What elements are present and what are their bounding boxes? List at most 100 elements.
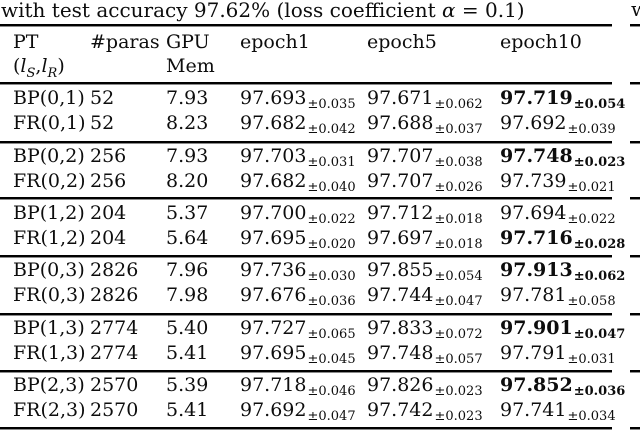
cell-e5: 97.688±0.037: [367, 111, 483, 138]
cell-e10: 97.719±0.054: [500, 86, 625, 113]
cell-e10: 97.692±0.039: [500, 111, 616, 138]
stddev-subscript: ±0.020: [307, 237, 356, 252]
table-group-rule: [0, 255, 612, 258]
table-row: BP(1,2) 204 5.37 97.700±0.022 97.712±0.018 97…: [0, 201, 640, 227]
caption-text-tail: = 0.1): [455, 0, 525, 22]
cell-e5: 97.826±0.023: [367, 373, 483, 400]
accuracy-value: 97.736: [240, 259, 307, 281]
l: l: [20, 55, 27, 77]
cell-gpu-mem: 5.64: [166, 227, 209, 249]
accuracy-value: 97.781: [500, 284, 567, 306]
adjacent-column-rule-stub: [630, 370, 640, 373]
stddev-subscript: ±0.062: [573, 269, 626, 284]
stddev-subscript: ±0.057: [434, 352, 483, 367]
table-caption: with test accuracy 97.62% (loss coeffici…: [1, 0, 525, 22]
accuracy-value: 97.852: [500, 374, 573, 396]
accuracy-value: 97.826: [367, 374, 434, 396]
cell-e10: 97.852±0.036: [500, 373, 625, 400]
stddev-subscript: ±0.022: [567, 212, 616, 227]
cell-e10: 97.901±0.047: [500, 316, 625, 343]
adjacent-column-text-fragment: w: [631, 0, 640, 17]
cell-e1: 97.718±0.046: [240, 373, 356, 400]
cell-gpu-mem: 8.20: [166, 170, 209, 192]
stddev-subscript: ±0.047: [573, 327, 626, 342]
cell-e10: 97.694±0.022: [500, 201, 616, 228]
cell-pt: FR(0,3): [13, 284, 86, 306]
table-row: FR(1,3) 2774 5.41 97.695±0.045 97.748±0.057 9…: [0, 341, 640, 367]
cell-paras: 52: [90, 87, 115, 109]
cell-gpu-mem: 5.41: [166, 342, 209, 364]
accuracy-value: 97.694: [500, 202, 567, 224]
accuracy-value: 97.707: [367, 145, 434, 167]
cell-e1: 97.736±0.030: [240, 258, 356, 285]
cell-e1: 97.695±0.020: [240, 226, 356, 253]
stddev-subscript: ±0.026: [434, 180, 483, 195]
accuracy-value: 97.901: [500, 317, 573, 339]
adjacent-column-rule-stub: [630, 141, 640, 144]
caption-text: with test accuracy 97.62% (loss coeffici…: [1, 0, 443, 22]
stddev-subscript: ±0.034: [567, 409, 616, 424]
table-top-rule: [0, 24, 612, 27]
stddev-subscript: ±0.018: [434, 212, 483, 227]
accuracy-value: 97.744: [367, 284, 434, 306]
stddev-subscript: ±0.023: [434, 384, 483, 399]
stddev-subscript: ±0.058: [567, 294, 616, 309]
stddev-subscript: ±0.036: [573, 384, 626, 399]
stddev-subscript: ±0.039: [567, 122, 616, 137]
table-group-rule: [0, 141, 612, 144]
cell-paras: 2570: [90, 399, 139, 421]
cell-paras: 2570: [90, 374, 139, 396]
stddev-subscript: ±0.040: [307, 180, 356, 195]
cell-pt: BP(1,3): [13, 317, 85, 339]
cell-e10: 97.741±0.034: [500, 398, 616, 425]
accuracy-value: 97.707: [367, 170, 434, 192]
table-row: FR(0,2) 256 8.20 97.682±0.040 97.707±0.026 97…: [0, 169, 640, 195]
header-ls-lr: (lS,lR): [13, 54, 65, 80]
cell-gpu-mem: 7.98: [166, 284, 209, 306]
accuracy-value: 97.748: [367, 342, 434, 364]
stddev-subscript: ±0.030: [307, 269, 356, 284]
l-r: lR: [41, 55, 57, 80]
cell-e5: 97.707±0.038: [367, 144, 483, 171]
accuracy-value: 97.688: [367, 112, 434, 134]
table-bottom-rule: [0, 427, 612, 430]
stddev-subscript: ±0.037: [434, 122, 483, 137]
accuracy-value: 97.741: [500, 399, 567, 421]
accuracy-value: 97.671: [367, 87, 434, 109]
table-row: FR(0,1) 52 8.23 97.682±0.042 97.688±0.037 97.…: [0, 111, 640, 137]
stddev-subscript: ±0.022: [307, 212, 356, 227]
adjacent-column-rule-stub: [630, 197, 640, 200]
cell-e1: 97.693±0.035: [240, 86, 356, 113]
alpha-symbol: α: [442, 0, 456, 22]
stddev-subscript: ±0.047: [307, 409, 356, 424]
stddev-subscript: ±0.031: [567, 352, 616, 367]
accuracy-value: 97.692: [240, 399, 307, 421]
cell-gpu-mem: 5.41: [166, 399, 209, 421]
accuracy-value: 97.791: [500, 342, 567, 364]
stddev-subscript: ±0.046: [307, 384, 356, 399]
stddev-subscript: ±0.042: [307, 122, 356, 137]
cell-e1: 97.676±0.036: [240, 283, 356, 310]
cell-e10: 97.913±0.062: [500, 258, 625, 285]
cell-paras: 2826: [90, 284, 139, 306]
cell-pt: FR(0,1): [13, 112, 86, 134]
adjacent-column-rule-stub: [630, 82, 640, 85]
table-row: BP(0,2) 256 7.93 97.703±0.031 97.707±0.038 97…: [0, 144, 640, 170]
cell-pt: BP(0,2): [13, 145, 85, 167]
adjacent-column-rule-stub: [630, 313, 640, 316]
table-row: FR(0,3) 2826 7.98 97.676±0.036 97.744±0.047 9…: [0, 283, 640, 309]
table-row: BP(0,1) 52 7.93 97.693±0.035 97.671±0.062 97.…: [0, 86, 640, 112]
accuracy-value: 97.692: [500, 112, 567, 134]
stddev-subscript: ±0.054: [434, 269, 483, 284]
cell-pt: BP(2,3): [13, 374, 85, 396]
adjacent-column-rule-stub: [630, 24, 640, 27]
accuracy-value: 97.833: [367, 317, 434, 339]
cell-paras: 256: [90, 145, 127, 167]
cell-e10: 97.791±0.031: [500, 341, 616, 368]
accuracy-value: 97.697: [367, 227, 434, 249]
accuracy-value: 97.742: [367, 399, 434, 421]
stddev-subscript: ±0.021: [567, 180, 616, 195]
cell-gpu-mem: 5.37: [166, 202, 209, 224]
accuracy-value: 97.718: [240, 374, 307, 396]
table-row: FR(2,3) 2570 5.41 97.692±0.047 97.742±0.023 9…: [0, 398, 640, 424]
